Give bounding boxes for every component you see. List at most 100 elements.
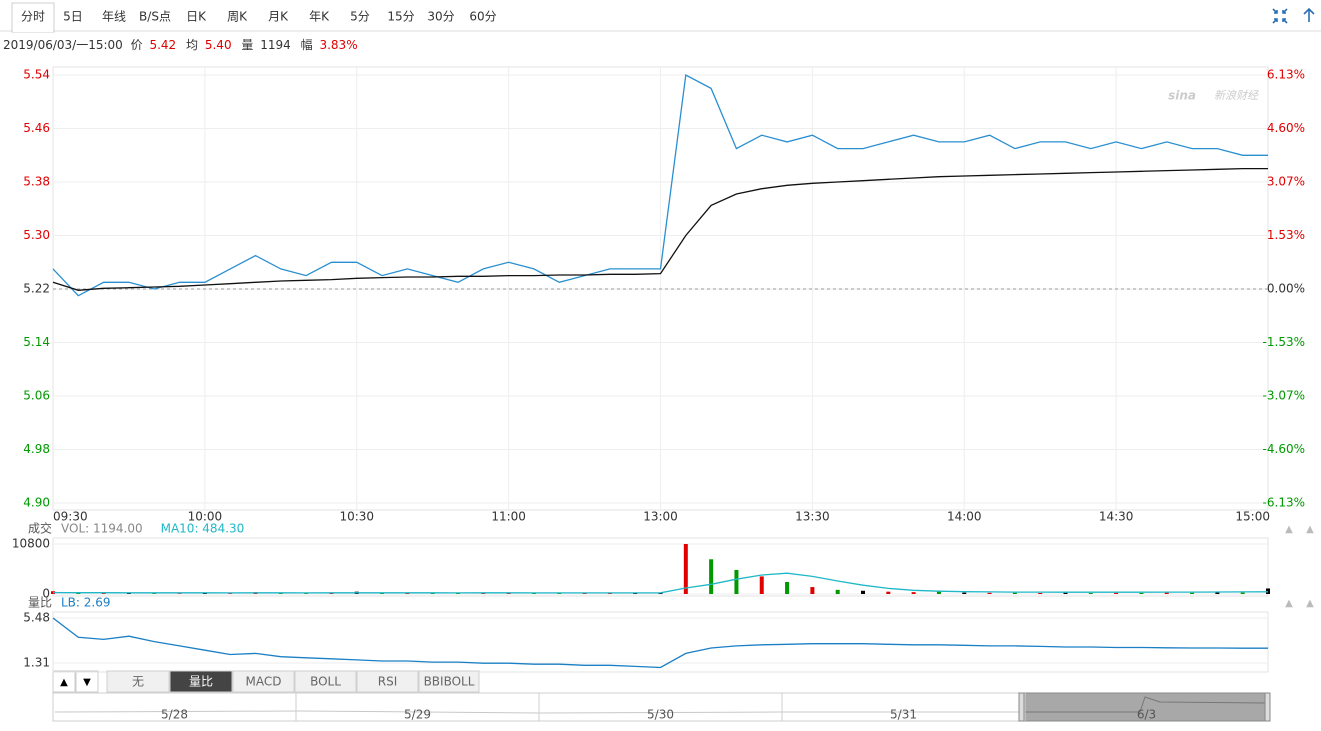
navigator-handle[interactable] [1018, 692, 1025, 722]
info-avg: 5.40 [205, 38, 232, 52]
volume-bar [582, 593, 587, 594]
y2-tick-label: 6.13% [1267, 68, 1305, 82]
indicator-tab[interactable] [294, 670, 357, 693]
volume-bar [329, 593, 334, 594]
y-tick-label: 4.98 [23, 442, 50, 456]
y-tick-label: 5.48 [23, 611, 50, 625]
next-button[interactable] [75, 670, 99, 693]
toolbar-tab[interactable]: 年K [309, 10, 330, 24]
volume-bar [962, 592, 967, 594]
volume-bar [1190, 592, 1195, 594]
navigator-date: 5/31 [890, 708, 917, 722]
y-tick-label: 5.38 [23, 175, 50, 189]
indicator-tab[interactable] [232, 670, 295, 693]
info-change: 3.83% [319, 38, 357, 52]
scroll-arrow[interactable]: ▲ [1285, 598, 1293, 609]
next-arrow[interactable]: ▼ [83, 677, 91, 688]
navigator-date: 5/28 [161, 708, 188, 722]
x-tick-label: 10:00 [188, 510, 223, 524]
y2-tick-label: -4.60% [1263, 442, 1305, 456]
volume-bar [709, 559, 714, 594]
x-tick-label: 14:30 [1099, 510, 1134, 524]
series-label: VOL: 1194.00 [61, 522, 143, 536]
volume-bar [810, 587, 815, 594]
volume-bar [1164, 592, 1169, 594]
volume-bar [987, 592, 992, 594]
scroll-arrow[interactable]: ▲ [1306, 598, 1314, 609]
indicator-tab-label[interactable]: BBIBOLL [424, 675, 475, 689]
y-tick-label: 5.22 [23, 282, 50, 296]
indicator-tab-label[interactable]: RSI [378, 675, 398, 689]
indicator-tab-label[interactable]: 量比 [189, 675, 213, 689]
volume-bar [734, 569, 739, 594]
indicator-tab[interactable] [169, 670, 233, 693]
toolbar-tab[interactable]: 日K [186, 10, 207, 24]
scroll-arrow[interactable]: ▲ [1285, 524, 1293, 535]
y-tick-label: 4.90 [23, 496, 50, 510]
toolbar-tab[interactable]: 30分 [427, 10, 454, 24]
info-datetime: 2019/06/03/一15:00 [3, 38, 123, 52]
indicator-tab[interactable] [106, 670, 170, 693]
volume-bar [531, 593, 536, 594]
toolbar-tab[interactable]: 分时 [21, 10, 45, 24]
toolbar-tab[interactable]: 60分 [469, 10, 496, 24]
volume-bar [1088, 593, 1093, 594]
navigator-trace [54, 710, 1020, 714]
volume-bar [456, 593, 460, 594]
volume-bar [1215, 592, 1220, 594]
info-avg-label: 均 [186, 38, 198, 52]
toolbar-tab[interactable]: 年线 [102, 10, 126, 24]
plot-frame [52, 537, 1269, 597]
watermark: 新浪财经 [1214, 89, 1259, 102]
collapse-icon[interactable] [1272, 8, 1288, 24]
volume-bar [861, 590, 865, 594]
indicator-tab-label[interactable]: MACD [246, 675, 282, 689]
up-icon[interactable] [1303, 7, 1315, 22]
volume-bar [1240, 592, 1245, 594]
info-line: 2019/06/03/一15:00 价 5.42 均 5.40 量 1194 幅… [3, 37, 358, 52]
volume-bar [1063, 592, 1068, 594]
series-line [52, 167, 1268, 291]
toolbar-tab[interactable]: 15分 [387, 10, 414, 24]
volume-bar [936, 591, 941, 594]
info-price-label: 价 [131, 38, 143, 52]
series-line [52, 73, 1268, 297]
y-tick-label: 10800 [12, 537, 50, 551]
indicator-tab[interactable] [356, 670, 419, 693]
info-price: 5.42 [149, 38, 176, 52]
toolbar-tab[interactable]: B/S点 [139, 10, 171, 24]
y-tick-label: 5.54 [23, 68, 50, 82]
volume-bar [1139, 592, 1144, 594]
y2-tick-label: 1.53% [1267, 228, 1305, 242]
indicator-tab-label[interactable]: 无 [132, 675, 144, 689]
toolbar-tab[interactable]: 5日 [63, 10, 83, 24]
y2-tick-label: 3.07% [1267, 174, 1305, 188]
fullscreen-icon[interactable] [1272, 8, 1288, 24]
navigator-handle[interactable] [1264, 692, 1271, 722]
indicator-tab[interactable] [418, 670, 480, 693]
x-tick-label: 09:30 [53, 510, 88, 524]
panel-title: 量比 [28, 596, 52, 610]
navigator-trace [1025, 696, 1266, 713]
toolbar-tab[interactable]: 周K [227, 10, 248, 24]
y-tick-label: 5.46 [23, 121, 50, 135]
navigator-date: 5/29 [404, 708, 431, 722]
volume-bar [506, 593, 511, 594]
y-tick-label: 5.30 [23, 228, 50, 242]
volume-bar [430, 593, 435, 594]
scroll-arrow[interactable]: ▲ [1306, 524, 1314, 535]
toolbar-tab[interactable]: 5分 [350, 10, 370, 24]
indicator-tab-label[interactable]: BOLL [310, 675, 341, 689]
y-tick-label: 1.31 [23, 656, 50, 670]
volume-bar [380, 593, 385, 594]
prev-arrow[interactable]: ▲ [60, 677, 68, 688]
volume-bar [1266, 588, 1270, 594]
y-tick-label: 0 [42, 587, 50, 601]
watermark-logo: sina [1168, 89, 1196, 103]
prev-button[interactable] [52, 670, 76, 693]
toolbar-tab[interactable]: 月K [268, 10, 289, 24]
x-tick-label: 14:00 [947, 510, 982, 524]
panel-title: 成交 [28, 521, 52, 536]
